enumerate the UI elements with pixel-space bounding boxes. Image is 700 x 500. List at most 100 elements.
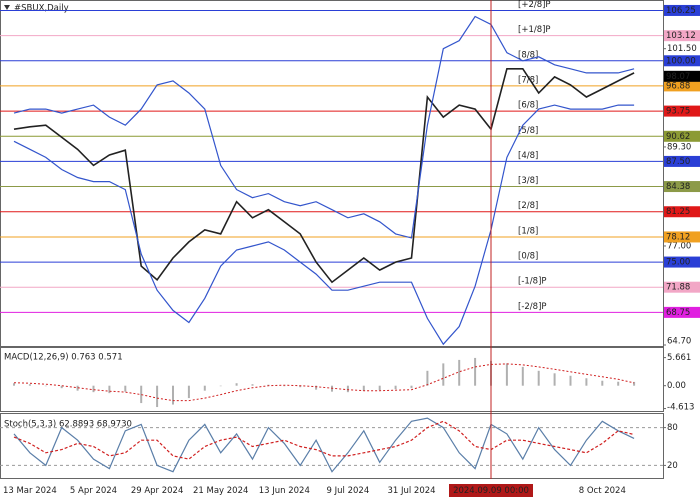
histogram-bar bbox=[315, 385, 318, 390]
histogram-bar bbox=[76, 385, 79, 391]
y-tick-label: 77.00 bbox=[667, 241, 691, 251]
level-label: 78.12 bbox=[666, 232, 690, 242]
series-line bbox=[13, 104, 635, 346]
x-tick-label: 13 Jun 2024 bbox=[259, 486, 310, 496]
x-tick-label: 9 Jul 2024 bbox=[327, 486, 370, 496]
y-tick-label: 20 bbox=[667, 461, 678, 471]
histogram-bar bbox=[474, 357, 477, 386]
histogram-bar bbox=[633, 381, 636, 386]
level-box bbox=[664, 130, 700, 142]
y-tick-label: 0.00 bbox=[667, 381, 686, 391]
level-box bbox=[664, 306, 700, 318]
histogram-bar bbox=[394, 385, 397, 390]
histogram-bar bbox=[140, 385, 143, 404]
level-box bbox=[664, 281, 700, 293]
histogram-bar bbox=[283, 385, 286, 387]
histogram-bar bbox=[601, 380, 604, 386]
level-label: 103.12 bbox=[666, 31, 696, 41]
main-panel bbox=[0, 0, 664, 347]
level-label: 90.62 bbox=[666, 132, 690, 142]
histogram-bar bbox=[60, 385, 63, 389]
series-line bbox=[13, 15, 635, 239]
histogram-bar bbox=[442, 363, 445, 386]
x-tick-label: 31 Jul 2024 bbox=[387, 486, 435, 496]
level-name: [2/8] bbox=[518, 201, 538, 211]
level-name: [-1/8]P bbox=[518, 277, 547, 287]
y-tick-label: 5.661 bbox=[667, 353, 691, 363]
x-tick-label: 29 Apr 2024 bbox=[131, 486, 184, 496]
histogram-bar bbox=[124, 385, 127, 392]
level-box bbox=[664, 80, 700, 92]
histogram-bar bbox=[410, 385, 413, 389]
y-tick-label: 80 bbox=[667, 423, 678, 433]
level-label: 106.25 bbox=[666, 6, 696, 16]
level-name: [0/8] bbox=[518, 252, 538, 262]
series-line bbox=[13, 420, 635, 460]
level-label: 71.88 bbox=[666, 283, 690, 293]
histogram-bar bbox=[346, 385, 349, 393]
level-label: 75.00 bbox=[666, 258, 690, 268]
histogram-bar bbox=[458, 359, 461, 386]
level-label: 68.75 bbox=[666, 308, 690, 318]
last-price-label: 98.07 bbox=[666, 72, 690, 82]
histogram-bar bbox=[251, 384, 254, 386]
chart-title: #SBUX,Daily bbox=[14, 4, 69, 14]
histogram-bar bbox=[505, 363, 508, 386]
histogram-bar bbox=[617, 381, 620, 386]
x-tick-label: 8 Oct 2024 bbox=[579, 486, 626, 496]
histogram-bar bbox=[219, 385, 222, 387]
level-label: 96.88 bbox=[666, 81, 690, 91]
histogram-bar bbox=[235, 383, 238, 386]
level-name: [8/8] bbox=[518, 50, 538, 60]
histogram-bar bbox=[156, 385, 159, 408]
level-box bbox=[664, 105, 700, 117]
histogram-bar bbox=[44, 385, 47, 387]
x-tick-label: 21 May 2024 bbox=[193, 486, 248, 496]
y-tick-label: -4.613 bbox=[667, 403, 694, 413]
histogram-bar bbox=[521, 366, 524, 386]
histogram-bar bbox=[108, 385, 111, 394]
level-name: [-2/8]P bbox=[518, 302, 547, 312]
level-box bbox=[664, 231, 700, 243]
histogram-bar bbox=[172, 385, 174, 405]
y-tick-label: 101.50 bbox=[667, 44, 697, 54]
signal-line bbox=[13, 363, 635, 402]
level-label: 84.38 bbox=[666, 182, 690, 192]
level-box bbox=[664, 4, 700, 16]
histogram-bar bbox=[553, 373, 556, 386]
level-name: [6/8] bbox=[518, 101, 538, 111]
series-line bbox=[13, 417, 635, 473]
level-label: 87.50 bbox=[666, 157, 690, 167]
histogram-bar bbox=[187, 385, 190, 399]
level-label: 93.75 bbox=[666, 107, 690, 117]
level-name: [4/8] bbox=[518, 151, 538, 161]
level-box bbox=[664, 181, 700, 193]
level-box bbox=[664, 30, 700, 42]
histogram-bar bbox=[299, 385, 302, 388]
histogram-bar bbox=[537, 370, 540, 386]
level-label: 81.25 bbox=[666, 207, 690, 217]
histogram-bar bbox=[426, 370, 429, 386]
histogram-bar bbox=[203, 385, 206, 391]
histogram-bar bbox=[378, 385, 381, 391]
x-tick-label: 2024.09.09 00:00 bbox=[453, 486, 529, 496]
histogram-bar bbox=[92, 385, 95, 393]
macd-panel bbox=[0, 347, 664, 412]
level-name: [7/8] bbox=[518, 75, 538, 85]
stoch-title: Stoch(5,3,3) 62.8893 68.9730 bbox=[4, 420, 132, 430]
histogram-bar bbox=[585, 378, 588, 386]
level-name: [3/8] bbox=[518, 176, 538, 186]
macd-title: MACD(12,26,9) 0.763 0.571 bbox=[4, 353, 123, 363]
histogram-bar bbox=[13, 383, 15, 386]
last-price-box bbox=[664, 70, 700, 82]
histogram-bar bbox=[28, 384, 31, 386]
level-box bbox=[664, 256, 700, 268]
title-icon bbox=[4, 5, 10, 10]
level-name: [+2/8]P bbox=[518, 0, 551, 10]
level-name: [5/8] bbox=[518, 126, 538, 136]
level-box bbox=[664, 206, 700, 218]
level-box bbox=[664, 55, 700, 67]
cursor-date-box bbox=[449, 484, 533, 497]
